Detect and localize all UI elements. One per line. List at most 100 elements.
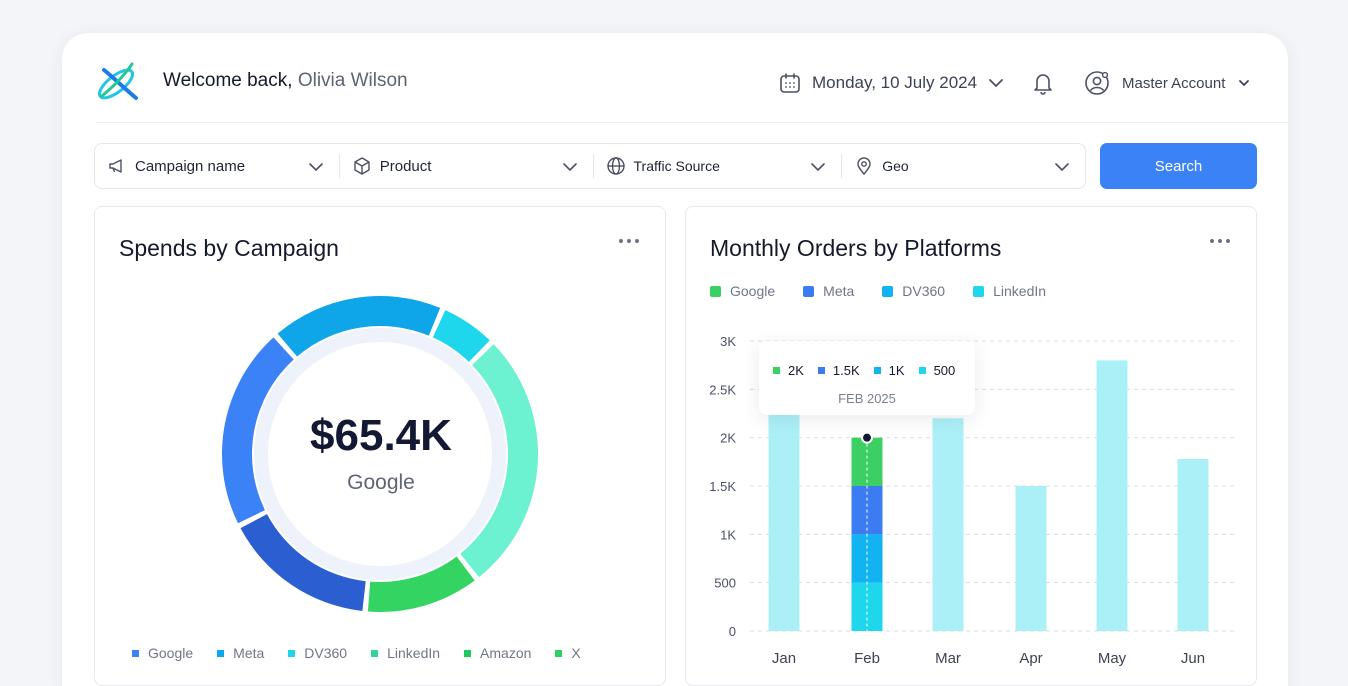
- tooltip-swatch: [773, 367, 780, 374]
- welcome-prefix: Welcome back,: [163, 70, 293, 91]
- y-tick-label: 0: [729, 624, 736, 639]
- legend-label: LinkedIn: [993, 283, 1047, 299]
- x-tick-label: Mar: [935, 650, 961, 667]
- filter-campaign-name[interactable]: Campaign name: [95, 144, 339, 188]
- donut-legend: Google Meta DV360 LinkedIn Amazon X: [132, 645, 581, 661]
- legend-label: Google: [148, 645, 194, 661]
- card-title: Monthly Orders by Platforms: [710, 235, 1002, 261]
- legend-swatch: [217, 649, 225, 657]
- user-name: Olivia Wilson: [297, 70, 408, 91]
- current-date: Monday, 10 July 2024: [812, 73, 978, 92]
- bar-may[interactable]: [1096, 360, 1128, 631]
- legend-item-meta[interactable]: Meta: [217, 645, 264, 661]
- donut-center-label: Google: [347, 471, 415, 494]
- donut-center-value: $65.4K: [310, 411, 452, 460]
- filter-geo[interactable]: Geo: [842, 144, 1085, 188]
- filter-label: Product: [379, 157, 432, 175]
- header-divider: [96, 122, 1288, 123]
- tooltip-value: 500: [933, 363, 956, 378]
- donut-slice-dv360[interactable]: [432, 310, 490, 362]
- legend-item-dv360[interactable]: DV360: [882, 283, 945, 299]
- account-menu[interactable]: Master Account: [1084, 68, 1251, 98]
- spends-by-campaign-card: Spends by Campaign $65.4K Google Google …: [94, 206, 666, 686]
- donut-slice-x[interactable]: [240, 514, 366, 612]
- legend-swatch: [555, 649, 563, 657]
- search-button[interactable]: Search: [1100, 143, 1257, 189]
- donut-slice-meta[interactable]: [277, 296, 441, 357]
- donut-slice-amazon[interactable]: [367, 556, 475, 612]
- bar-mar[interactable]: [932, 418, 964, 631]
- legend-item-x[interactable]: X: [555, 645, 581, 661]
- legend-label: LinkedIn: [387, 645, 441, 661]
- y-tick-label: 1.5K: [709, 479, 736, 494]
- filter-bar: Campaign name Product Traffic Source Geo: [94, 143, 1086, 189]
- y-tick-label: 3K: [720, 334, 736, 349]
- filter-traffic-source[interactable]: Traffic Source: [594, 144, 842, 188]
- monthly-orders-card: Monthly Orders by Platforms Google Meta …: [685, 206, 1257, 686]
- filter-label: Traffic Source: [633, 158, 720, 174]
- legend-item-linkedin[interactable]: LinkedIn: [371, 645, 440, 661]
- legend-item-google[interactable]: Google: [132, 645, 193, 661]
- legend-item-amazon[interactable]: Amazon: [464, 645, 531, 661]
- filter-label: Campaign name: [135, 157, 246, 175]
- notification-bell-icon[interactable]: [1031, 70, 1055, 96]
- tooltip-value: 1.5K: [832, 363, 860, 378]
- y-tick-label: 500: [714, 576, 736, 591]
- chevron-down-icon: [811, 163, 826, 172]
- y-tick-label: 1K: [720, 527, 736, 542]
- card-title: Spends by Campaign: [119, 235, 339, 261]
- date-picker[interactable]: Monday, 10 July 2024: [778, 68, 1005, 98]
- chevron-down-icon: [1055, 163, 1069, 172]
- legend-label: DV360: [902, 283, 946, 299]
- filter-divider: [841, 154, 843, 178]
- more-options-icon[interactable]: [1210, 237, 1230, 245]
- legend-label: Meta: [233, 645, 265, 661]
- legend-item-dv360[interactable]: DV360: [288, 645, 347, 661]
- legend-swatch: [803, 285, 815, 297]
- legend-label: DV360: [304, 645, 348, 661]
- tooltip-item: 1K: [873, 363, 905, 378]
- globe-icon: [606, 156, 626, 176]
- filter-product[interactable]: Product: [340, 144, 593, 188]
- brand-logo-icon: [97, 62, 138, 100]
- donut-slice-google[interactable]: [222, 337, 294, 524]
- legend-swatch: [132, 649, 139, 657]
- tooltip-item: 1.5K: [817, 363, 860, 378]
- x-tick-label: Jun: [1181, 650, 1205, 667]
- bar-chart: 0 500 1K 1.5K 2K 2.5K 3K Jan Feb Mar Apr May Jun: [709, 334, 1234, 667]
- chevron-down-icon: [562, 163, 577, 172]
- legend-swatch: [288, 649, 296, 657]
- tooltip-swatch: [817, 367, 825, 374]
- bar-hover-point: [861, 431, 873, 444]
- bar-legend: Google Meta DV360 LinkedIn: [710, 283, 1046, 299]
- tooltip-value: 2K: [788, 363, 804, 378]
- bar-jun[interactable]: [1177, 458, 1209, 631]
- x-tick-label: May: [1098, 650, 1127, 667]
- account-name: Master Account: [1122, 74, 1226, 92]
- legend-label: X: [571, 645, 581, 661]
- tooltip-swatch: [873, 367, 881, 374]
- chevron-down-icon: [308, 163, 323, 172]
- chevron-down-icon: [989, 79, 1003, 88]
- donut-inner-ring: [254, 328, 506, 580]
- tooltip-item: 2K: [773, 363, 804, 378]
- legend-label: Meta: [823, 283, 855, 299]
- legend-swatch: [973, 285, 985, 297]
- calendar-icon: [780, 73, 800, 93]
- legend-item-google[interactable]: Google: [710, 283, 775, 299]
- box-icon: [352, 156, 372, 176]
- legend-swatch: [464, 649, 472, 657]
- donut-hole: [272, 346, 488, 562]
- x-tick-label: Feb: [854, 650, 880, 667]
- legend-item-meta[interactable]: Meta: [803, 283, 854, 299]
- legend-item-linkedin[interactable]: LinkedIn: [973, 283, 1046, 299]
- tooltip-date: FEB 2025: [838, 391, 896, 406]
- legend-swatch: [882, 285, 894, 297]
- legend-label: Amazon: [480, 645, 532, 661]
- bar-apr[interactable]: [1015, 486, 1047, 631]
- welcome-message: Welcome back, Olivia Wilson: [163, 70, 408, 92]
- filter-label: Geo: [882, 158, 909, 174]
- more-options-icon[interactable]: [619, 237, 639, 245]
- location-pin-icon: [854, 156, 874, 176]
- donut-slice-linkedin[interactable]: [460, 344, 538, 578]
